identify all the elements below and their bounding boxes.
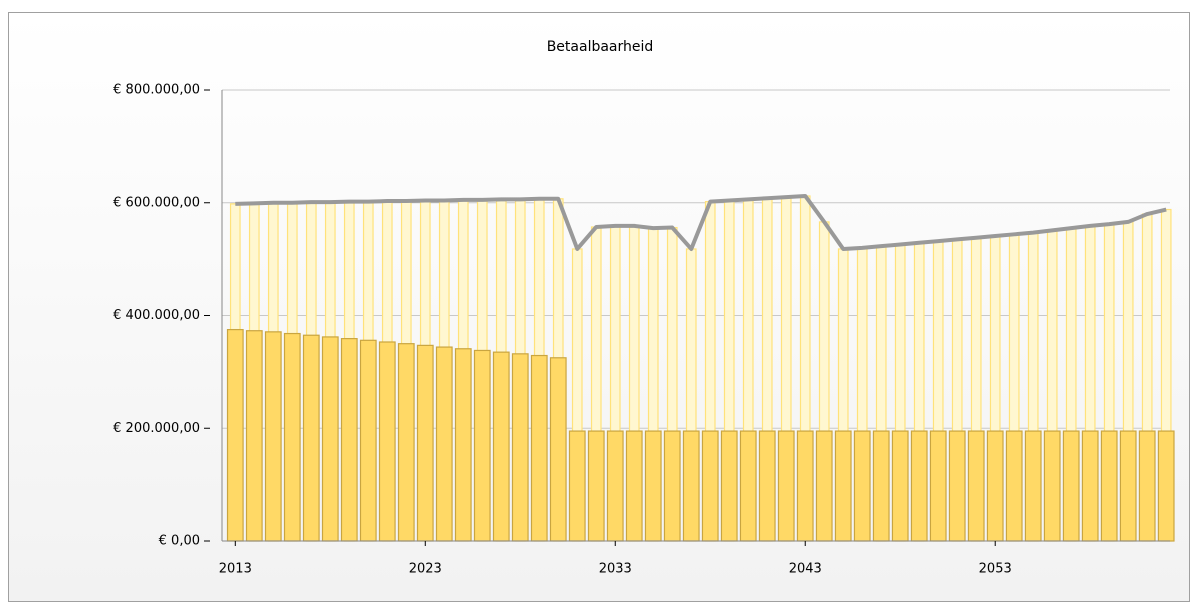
bar — [568, 430, 586, 542]
y-tick-label: € 800.000,00 — [113, 83, 200, 98]
bar — [359, 339, 377, 542]
bar — [720, 430, 738, 542]
bar — [264, 331, 282, 542]
x-tick-label: 2013 — [219, 562, 252, 577]
bar — [625, 430, 643, 542]
bar — [435, 346, 453, 542]
y-tick-label: € 400.000,00 — [113, 308, 200, 323]
bar — [511, 353, 529, 542]
bar — [1024, 430, 1042, 542]
bar — [302, 334, 320, 542]
bar — [549, 357, 567, 542]
y-tick-label: € 600.000,00 — [113, 195, 200, 210]
bar — [587, 430, 605, 542]
bar — [929, 430, 947, 542]
bar — [796, 430, 814, 542]
bar — [226, 328, 244, 542]
bar — [397, 343, 415, 542]
bar — [853, 430, 871, 542]
line — [235, 193, 1167, 251]
bar — [663, 430, 681, 542]
x-tick-label: 2053 — [979, 562, 1012, 577]
x-tick-label: 2033 — [599, 562, 632, 577]
y-tick-label: € 200.000,00 — [113, 421, 200, 436]
bar — [530, 354, 548, 542]
bar — [378, 341, 396, 542]
bar — [1005, 430, 1023, 542]
bar — [1119, 430, 1137, 542]
bar — [321, 336, 339, 542]
bar — [948, 430, 966, 542]
bar — [1043, 430, 1061, 542]
bar — [1081, 430, 1099, 542]
bar — [891, 430, 909, 542]
bar — [1100, 430, 1118, 542]
bar — [492, 351, 510, 542]
bar — [758, 430, 776, 542]
bar — [644, 430, 662, 542]
bar — [416, 344, 434, 542]
bar — [1157, 430, 1175, 542]
bar — [473, 349, 491, 542]
chart-title: Betaalbaarheid — [547, 39, 654, 55]
bar — [815, 430, 833, 542]
bar — [1062, 430, 1080, 542]
x-tick-label: 2043 — [789, 562, 822, 577]
bar — [340, 338, 358, 542]
bar — [777, 430, 795, 542]
bar — [245, 330, 263, 542]
bar — [606, 430, 624, 542]
bar — [739, 430, 757, 542]
bar — [1138, 430, 1156, 542]
bar — [454, 348, 472, 542]
bar — [872, 430, 890, 542]
bar — [967, 430, 985, 542]
x-tick-label: 2023 — [409, 562, 442, 577]
bar — [283, 332, 301, 542]
y-tick-label: € 0,00 — [159, 534, 200, 549]
bar — [834, 430, 852, 542]
bar — [682, 430, 700, 542]
bar — [986, 430, 1004, 542]
bar — [701, 430, 719, 542]
bar — [910, 430, 928, 542]
